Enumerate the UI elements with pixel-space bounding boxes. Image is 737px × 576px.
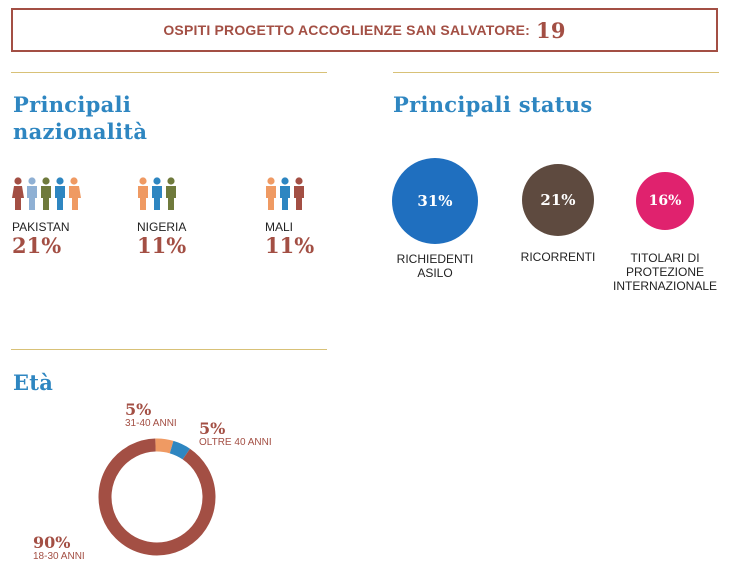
status-label: RICHIEDENTI ASILO [396, 252, 474, 280]
donut-slice-oltre-40-anni [169, 440, 190, 460]
age-title: Età [13, 370, 54, 395]
age-donut-chart [98, 438, 216, 556]
status-label: TITOLARI DI PROTEZIONE INTERNAZIONALE [612, 251, 717, 293]
nationality-pakistan: PAKISTAN 21% [12, 177, 112, 258]
divider-nationalities [11, 72, 327, 73]
country-label: NIGERIA [137, 220, 187, 234]
people-icon [12, 177, 112, 211]
nationality-mali: MALI 11% [265, 177, 365, 258]
banner-count: 19 [536, 17, 566, 43]
country-label: MALI [265, 220, 294, 234]
donut-slice-18-30-anni [98, 438, 216, 556]
status-circle: 31% [392, 158, 478, 244]
banner-label: OSPITI PROGETTO ACCOGLIENZE SAN SALVATOR… [163, 22, 531, 38]
status-circle: 21% [522, 164, 594, 236]
status-circle: 16% [636, 172, 694, 230]
nationality-nigeria: NIGERIA 11% [137, 177, 237, 258]
nationalities-title: Principali nazionalità [13, 92, 148, 144]
status-asylum-seekers: 31% RICHIEDENTI ASILO [382, 158, 488, 280]
age-label-18-30: 90% 18-30 ANNI [33, 533, 85, 562]
divider-status [393, 72, 719, 73]
status-title: Principali status [393, 92, 593, 117]
status-international-protection: 16% TITOLARI DI PROTEZIONE INTERNAZIONAL… [606, 172, 724, 293]
country-label: PAKISTAN [12, 220, 70, 234]
country-percent: 11% [265, 233, 315, 258]
status-label: RICORRENTI [520, 250, 596, 264]
age-label-over-40: 5% OLTRE 40 ANNI [199, 419, 272, 448]
people-icon [265, 177, 365, 211]
people-icon [137, 177, 237, 211]
guests-banner: OSPITI PROGETTO ACCOGLIENZE SAN SALVATOR… [11, 8, 718, 52]
donut-slice-31-40-anni [155, 438, 174, 454]
age-label-31-40: 5% 31-40 ANNI [125, 400, 177, 429]
divider-age [11, 349, 327, 350]
status-appellants: 21% RICORRENTI [505, 164, 611, 264]
country-percent: 11% [137, 233, 187, 258]
country-percent: 21% [12, 233, 62, 258]
